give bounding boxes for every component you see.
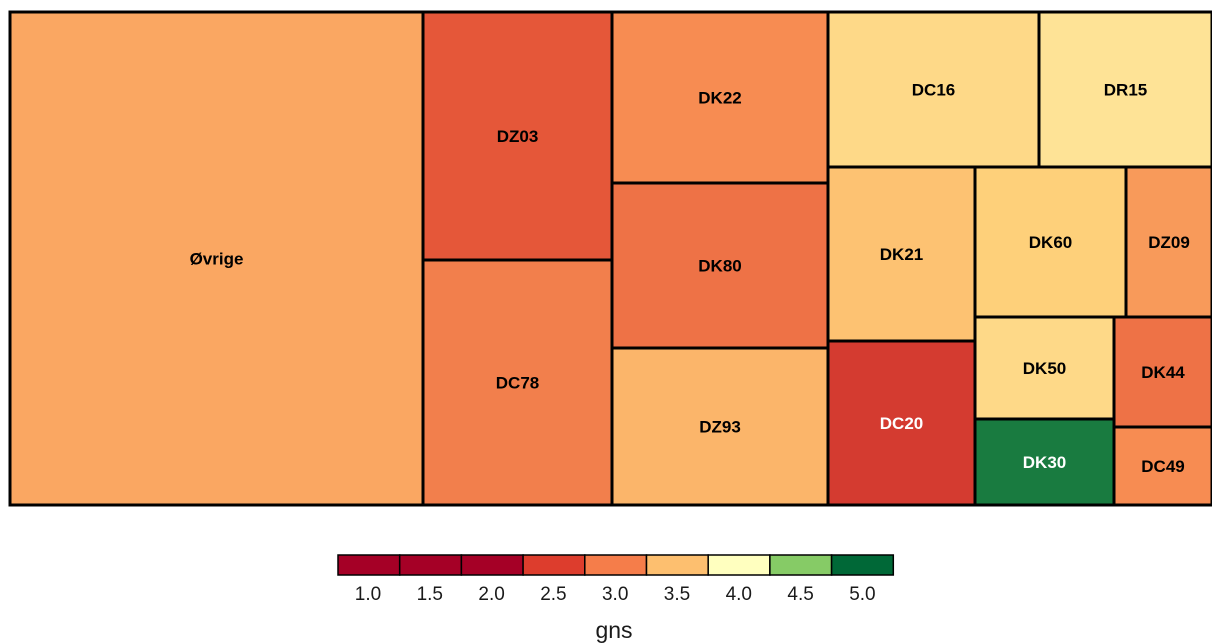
tile-label: DZ93 — [699, 418, 741, 437]
legend-swatches — [337, 554, 895, 576]
tile-label: DC78 — [496, 374, 539, 393]
tile-label: DK22 — [698, 89, 741, 108]
tile-dk50: DK50 — [973, 315, 1116, 421]
color-legend: 1.0 1.5 2.0 2.5 3.0 3.5 4.0 4.5 5.0 gns — [337, 554, 895, 643]
tile-label: DZ03 — [497, 127, 539, 146]
legend-swatch — [584, 554, 648, 576]
tile-rect — [8, 10, 425, 507]
legend-tick-label: 4.0 — [726, 584, 752, 605]
tile-label: DK30 — [1023, 453, 1066, 472]
legend-title: gns — [595, 617, 632, 643]
legend-tick-label: 4.5 — [787, 584, 813, 605]
tile-label: DK21 — [880, 245, 923, 264]
tile-dr15: DR15 — [1037, 10, 1212, 169]
tile-dc16: DC16 — [826, 10, 1041, 169]
tile-dk21: DK21 — [826, 165, 977, 343]
tile-label: DZ09 — [1148, 233, 1190, 252]
legend-swatch — [830, 554, 895, 576]
tile-rect — [1037, 10, 1212, 169]
legend-tick-label: 3.0 — [602, 584, 628, 605]
tile-dz93: DZ93 — [610, 346, 830, 507]
legend-ticks: 1.0 1.5 2.0 2.5 3.0 3.5 4.0 4.5 5.0 — [355, 584, 876, 605]
legend-swatch — [337, 554, 401, 576]
legend-swatch — [707, 554, 771, 576]
tile-label: Øvrige — [190, 250, 244, 269]
tile-dk30: DK30 — [973, 417, 1116, 507]
tile-rect — [610, 10, 830, 185]
legend-swatch — [398, 554, 463, 576]
legend-tick-label: 2.0 — [478, 584, 504, 605]
tile-rect — [1112, 425, 1212, 507]
tile-label: DC49 — [1141, 457, 1184, 476]
tile-dk80: DK80 — [610, 181, 830, 350]
tile-label: DK50 — [1023, 359, 1066, 378]
tile-label: DK80 — [698, 257, 741, 276]
tile-dc78: DC78 — [421, 258, 614, 507]
tile-label: DK44 — [1141, 363, 1185, 382]
tile-vrige: Øvrige — [8, 10, 425, 507]
tile-rect — [973, 165, 1128, 319]
treemap-tiles: Øvrige DZ03 DC78 DK22 DK80 DZ93 DC16 DR15 DK21 DK… — [8, 10, 1212, 507]
tile-label: DK60 — [1029, 233, 1072, 252]
tile-label: DC20 — [880, 414, 923, 433]
legend-swatch — [522, 554, 586, 576]
tile-rect — [421, 10, 614, 262]
tile-label: DR15 — [1104, 81, 1147, 100]
tile-rect — [421, 258, 614, 507]
legend-swatch — [645, 554, 709, 576]
legend-tick-label: 3.5 — [664, 584, 690, 605]
legend-tick-label: 1.0 — [355, 584, 381, 605]
tile-dc20: DC20 — [826, 339, 977, 507]
legend-tick-label: 5.0 — [849, 584, 875, 605]
tile-dc49: DC49 — [1112, 425, 1212, 507]
tile-dz03: DZ03 — [421, 10, 614, 262]
legend-tick-label: 2.5 — [540, 584, 566, 605]
tile-dk22: DK22 — [610, 10, 830, 185]
tile-dk60: DK60 — [973, 165, 1128, 319]
tile-dk44: DK44 — [1112, 315, 1212, 429]
legend-swatch — [769, 554, 833, 576]
tile-label: DC16 — [912, 81, 955, 100]
tile-rect — [610, 346, 830, 507]
tile-dz09: DZ09 — [1124, 165, 1212, 319]
legend-tick-label: 1.5 — [417, 584, 443, 605]
legend-swatch — [460, 554, 524, 576]
tile-rect — [973, 315, 1116, 421]
